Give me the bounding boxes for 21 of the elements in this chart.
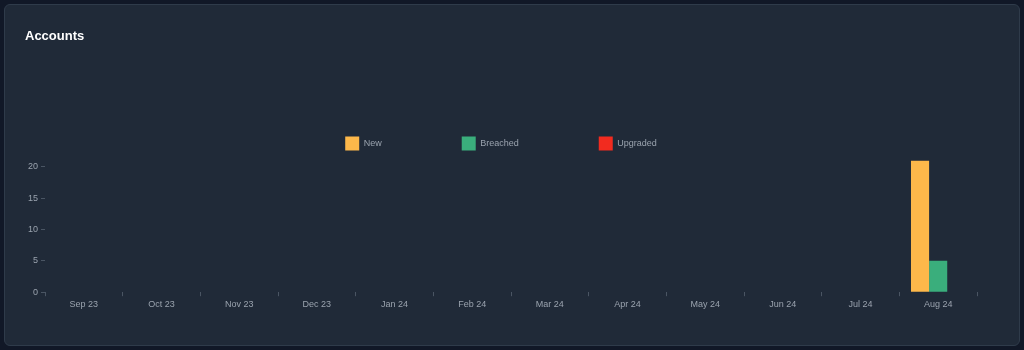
x-tick-label: Feb 24 bbox=[458, 299, 487, 310]
x-tick-label: Jan 24 bbox=[380, 299, 409, 310]
x-tick-label: Mar 24 bbox=[535, 299, 564, 310]
x-tick-label: May 24 bbox=[690, 299, 720, 310]
x-tick-label: Nov 23 bbox=[224, 299, 254, 310]
x-tick-label: Aug 24 bbox=[923, 299, 953, 310]
y-tick-label: 0 bbox=[33, 286, 39, 297]
legend-label: Upgraded bbox=[617, 138, 657, 149]
legend-label: Breached bbox=[480, 138, 519, 149]
x-tick-label: Dec 23 bbox=[302, 299, 332, 310]
x-tick-label: Jul 24 bbox=[848, 299, 873, 310]
chart-title: Accounts bbox=[25, 28, 85, 44]
y-tick-label: 20 bbox=[28, 161, 39, 172]
x-tick-label: Jun 24 bbox=[769, 299, 797, 310]
x-tick-label: Oct 23 bbox=[148, 299, 175, 310]
y-tick-label: 10 bbox=[28, 224, 39, 235]
x-tick-label: Apr 24 bbox=[614, 299, 641, 310]
x-tick-label: Sep 23 bbox=[69, 299, 99, 310]
y-tick-label: 15 bbox=[28, 192, 39, 203]
legend-label: New bbox=[363, 138, 383, 149]
y-tick-label: 5 bbox=[33, 255, 39, 266]
